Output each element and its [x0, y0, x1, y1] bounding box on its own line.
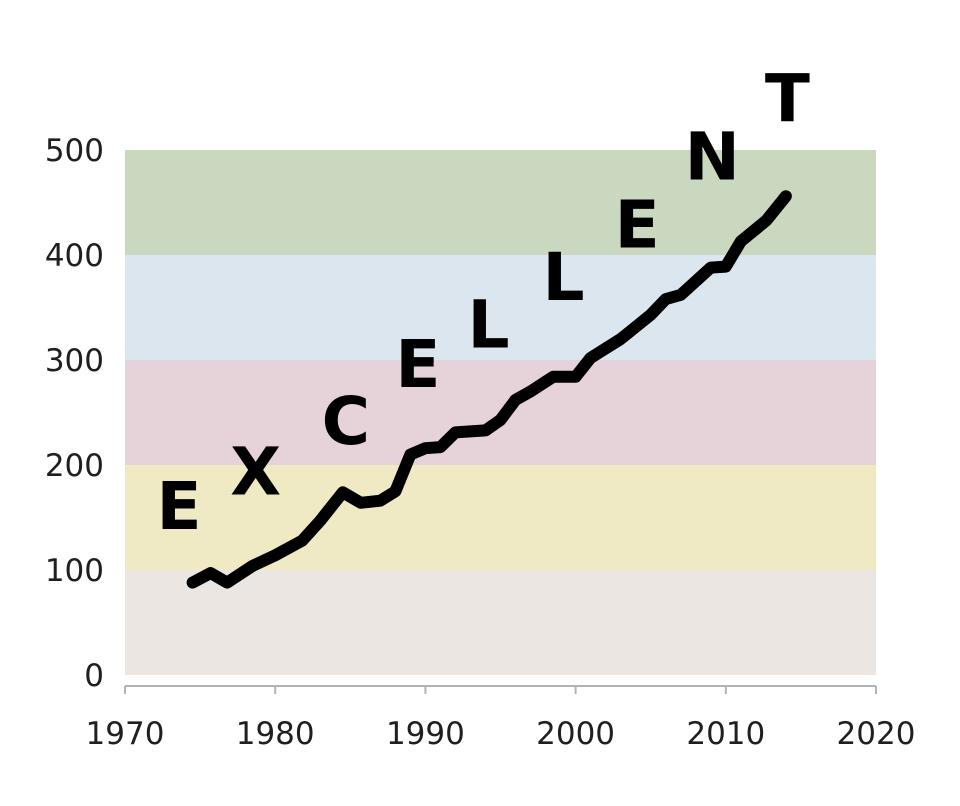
- x-tick-label: 1980: [236, 716, 315, 752]
- annotation-letter: X: [230, 433, 281, 510]
- band-300-400: [125, 255, 876, 360]
- series-line: [186, 190, 792, 589]
- axes: 1970 1980 1990 2000 2010 2020 0 100 200 300 400 500: [45, 133, 916, 752]
- x-tick-label: 2000: [536, 716, 615, 752]
- y-tick-label: 200: [45, 448, 104, 484]
- annotation-letter: T: [765, 61, 810, 138]
- annotation-letter: C: [322, 383, 370, 460]
- x-tick-label: 1970: [86, 716, 165, 752]
- y-tick-label: 100: [45, 553, 104, 589]
- data-series: [186, 190, 792, 589]
- annotation-letter: E: [615, 187, 660, 264]
- annotation-letter: L: [543, 239, 585, 316]
- y-tick-label: 300: [45, 343, 104, 379]
- y-tick-label: 0: [84, 658, 104, 694]
- x-tick-label: 1990: [386, 716, 465, 752]
- y-tick-label: 500: [45, 133, 104, 169]
- annotation-letter: E: [157, 468, 202, 545]
- x-tick-label: 2010: [686, 716, 765, 752]
- score-bands: [125, 150, 876, 675]
- annotation-letter: N: [685, 118, 740, 195]
- annotation-letter: L: [467, 286, 509, 363]
- annotation-letter: E: [395, 326, 440, 403]
- y-tick-label: 400: [45, 238, 104, 274]
- band-100-200: [125, 465, 876, 570]
- x-tick-label: 2020: [837, 716, 916, 752]
- band-0-100: [125, 570, 876, 675]
- band-400-500: [125, 150, 876, 255]
